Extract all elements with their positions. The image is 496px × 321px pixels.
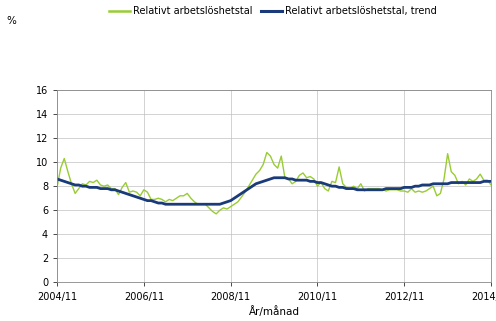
Relativt arbetslöshetstal, trend [325, 183, 331, 187]
Relativt arbetslöshetstal [264, 151, 270, 154]
Line: Relativt arbetslöshetstal: Relativt arbetslöshetstal [57, 152, 496, 214]
Line: Relativt arbetslöshetstal, trend: Relativt arbetslöshetstal, trend [57, 175, 496, 204]
Text: %: % [6, 16, 16, 26]
Relativt arbetslöshetstal [213, 212, 219, 216]
Relativt arbetslöshetstal, trend [445, 182, 451, 186]
Relativt arbetslöshetstal, trend [163, 202, 169, 206]
Relativt arbetslöshetstal [329, 179, 335, 183]
Relativt arbetslöshetstal, trend [54, 177, 60, 181]
Relativt arbetslöshetstal [448, 170, 454, 174]
X-axis label: År/månad: År/månad [248, 306, 300, 317]
Legend: Relativt arbetslöshetstal, Relativt arbetslöshetstal, trend: Relativt arbetslöshetstal, Relativt arbe… [109, 6, 436, 16]
Relativt arbetslöshetstal [54, 186, 60, 189]
